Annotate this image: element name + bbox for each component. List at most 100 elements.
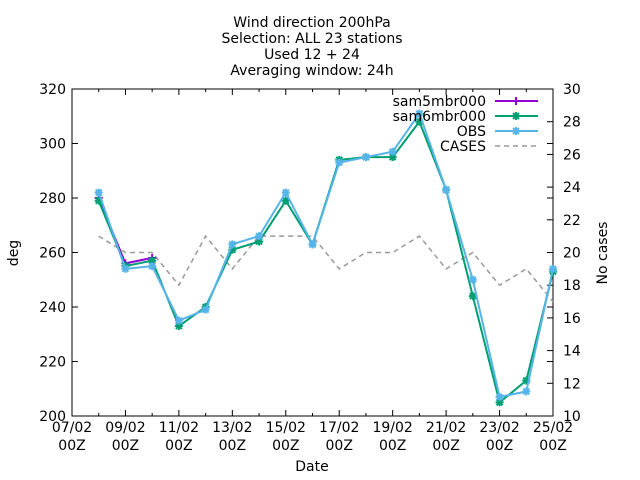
- x-axis-label: Date: [295, 459, 328, 475]
- x-tick-label-time: 00Z: [379, 438, 406, 454]
- marker-stroke: [255, 232, 263, 240]
- series-line-sam5mbr000: [97, 197, 153, 265]
- y2-axis-label: No cases: [595, 222, 611, 285]
- marker-stroke: [282, 188, 290, 197]
- x-tick-label: 21/02: [426, 420, 466, 436]
- data-point-obs: [255, 232, 264, 241]
- data-point-obs: [388, 147, 397, 156]
- marker-stroke: [388, 147, 397, 156]
- data-point-obs: [415, 109, 424, 118]
- x-tick-label-time: 00Z: [432, 438, 459, 454]
- y2-tick-label: 12: [563, 376, 581, 392]
- x-tick-label-time: 00Z: [112, 438, 139, 454]
- marker-stroke: [255, 237, 263, 246]
- marker-stroke: [495, 398, 504, 407]
- y-tick-label: 240: [39, 300, 66, 316]
- x-tick-label: 19/02: [372, 420, 412, 436]
- y2-tick-label: 28: [563, 115, 581, 131]
- marker-stroke: [282, 197, 290, 205]
- data-point-obs: [281, 188, 290, 197]
- legend-label: OBS: [457, 124, 486, 140]
- data-point-obs: [201, 305, 210, 314]
- marker-stroke: [148, 262, 156, 270]
- marker-stroke: [95, 188, 103, 197]
- data-point-obs: [522, 387, 531, 396]
- x-tick-label-time: 00Z: [326, 438, 353, 454]
- y-tick-label: 280: [39, 191, 66, 207]
- chart-title-line: Selection: ALL 23 stations: [221, 31, 402, 47]
- legend-marker: [512, 97, 520, 105]
- marker-stroke: [469, 292, 477, 300]
- x-tick-label: 17/02: [319, 420, 359, 436]
- data-point-obs: [361, 153, 370, 162]
- chart-title-line: Used 12 + 24: [264, 47, 360, 63]
- x-tick-label: 15/02: [266, 420, 306, 436]
- x-tick-label-time: 00Z: [486, 438, 513, 454]
- data-point-obs: [442, 185, 451, 194]
- marker-stroke: [495, 393, 504, 401]
- data-point-obs: [121, 264, 130, 273]
- x-tick-label-time: 00Z: [272, 438, 299, 454]
- data-point-obs: [549, 264, 557, 273]
- marker-stroke: [148, 256, 156, 265]
- x-tick-label: 07/02: [52, 420, 92, 436]
- y2-tick-label: 30: [563, 82, 581, 98]
- x-tick-label-time: 00Z: [58, 438, 85, 454]
- series-line-obs: [97, 111, 554, 399]
- data-point-sam6mbr000: [281, 196, 290, 205]
- marker-stroke: [175, 322, 183, 330]
- x-tick-label: 25/02: [533, 420, 573, 436]
- marker-stroke: [362, 153, 370, 161]
- marker-stroke: [415, 109, 424, 118]
- y-tick-label: 300: [39, 137, 66, 153]
- marker-stroke: [228, 246, 237, 254]
- y-tick-label: 200: [39, 409, 66, 425]
- marker-stroke: [121, 265, 130, 273]
- marker-stroke: [335, 158, 343, 167]
- y2-tick-label: 10: [563, 409, 581, 425]
- data-point-obs: [94, 188, 103, 197]
- x-tick-label-time: 00Z: [219, 438, 246, 454]
- y-tick-label: 320: [39, 82, 66, 98]
- y2-tick-label: 24: [563, 180, 581, 196]
- data-point-sam6mbr000: [468, 292, 477, 301]
- legend-label: sam5mbr000: [393, 94, 486, 110]
- y2-tick-label: 26: [563, 147, 581, 163]
- series-line-cases: [98, 234, 554, 303]
- series-line-sam6mbr000: [97, 119, 554, 405]
- data-point-obs: [468, 275, 477, 284]
- marker-stroke: [388, 153, 397, 161]
- axis-ticks: 200 220 240 260 280 300 320 10 12 14 16 18 20 22 24 26 2…: [39, 82, 581, 454]
- data-point-obs: [335, 158, 344, 167]
- y2-tick-label: 18: [563, 278, 581, 294]
- marker-stroke: [549, 265, 557, 273]
- legend-label: CASES: [440, 139, 486, 155]
- series-layer: [94, 109, 557, 407]
- legend-marker: [512, 127, 520, 135]
- y-axis-label: deg: [6, 240, 22, 266]
- marker-stroke: [469, 276, 477, 284]
- y-tick-label: 220: [39, 355, 66, 371]
- chart-title-line: Averaging window: 24h: [230, 63, 393, 79]
- marker-stroke: [175, 316, 183, 325]
- data-point-obs: [495, 392, 504, 401]
- marker-stroke: [442, 186, 450, 194]
- chart-title-line: Wind direction 200hPa: [233, 15, 390, 31]
- marker-stroke: [228, 240, 237, 249]
- marker-stroke: [512, 127, 520, 135]
- y2-tick-label: 22: [563, 213, 581, 229]
- data-point-obs: [228, 240, 237, 249]
- data-point-obs: [308, 240, 317, 249]
- marker-stroke: [308, 240, 317, 249]
- x-tick-label-time: 00Z: [165, 438, 192, 454]
- data-point-obs: [174, 316, 183, 325]
- marker-stroke: [201, 306, 210, 314]
- y2-tick-label: 20: [563, 246, 581, 262]
- x-tick-label: 13/02: [212, 420, 252, 436]
- x-tick-label: 11/02: [159, 420, 199, 436]
- x-tick-label: 23/02: [479, 420, 519, 436]
- legend-marker: [512, 112, 520, 120]
